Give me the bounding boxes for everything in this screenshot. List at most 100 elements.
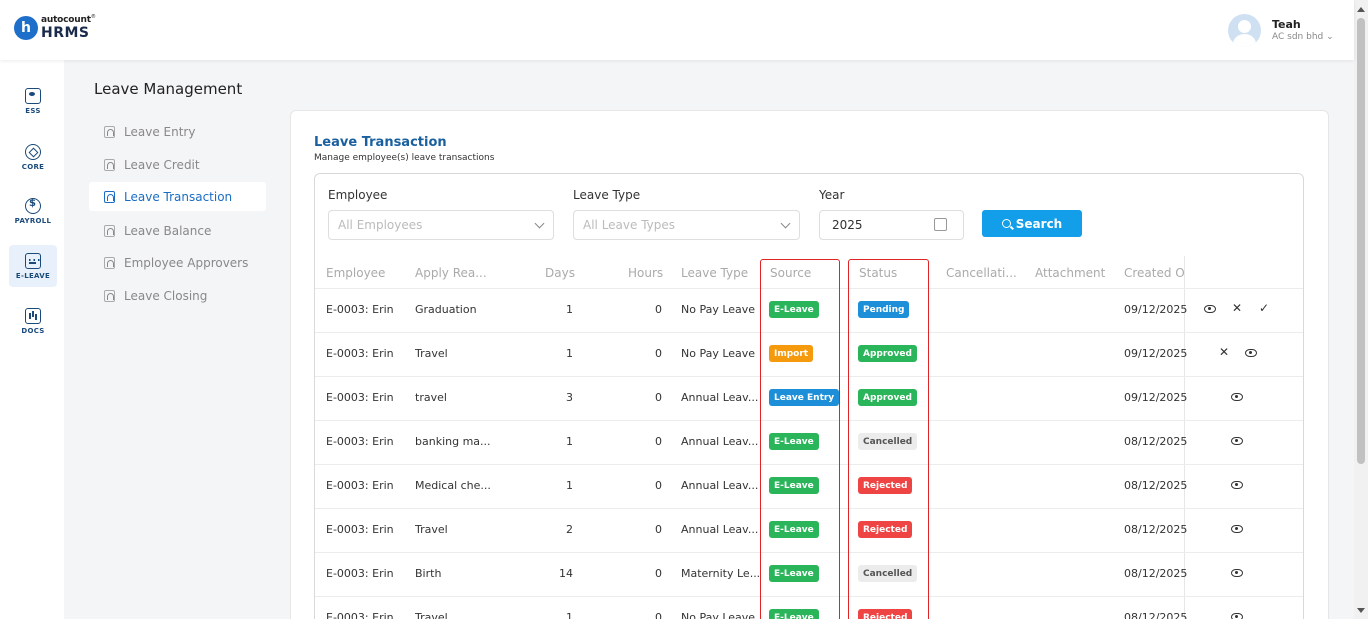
column-header-hours[interactable]: Hours: [628, 266, 664, 280]
user-name: Teah: [1272, 17, 1301, 31]
submenu-label: Leave Closing: [124, 288, 208, 303]
cell-created-on: 08/12/2025: [1124, 479, 1188, 492]
avatar[interactable]: [1228, 14, 1261, 47]
view-icon[interactable]: [1231, 393, 1243, 401]
view-icon[interactable]: [1231, 613, 1243, 619]
source-badge: Leave Entry: [769, 389, 840, 406]
source-badge: E-Leave: [769, 477, 819, 494]
scroll-down-arrow-icon[interactable]: [1357, 608, 1365, 613]
search-button-label: Search: [1015, 216, 1063, 231]
cell-created-on: 08/12/2025: [1124, 567, 1188, 580]
submenu-label: Leave Balance: [124, 223, 212, 238]
status-badge: Approved: [858, 345, 917, 362]
scroll-thumb[interactable]: [1357, 18, 1365, 464]
cell-apply-reason: travel: [415, 391, 447, 404]
submenu-item-leave-balance[interactable]: Leave Balance: [89, 216, 266, 245]
cell-created-on: 09/12/2025: [1124, 391, 1188, 404]
view-icon[interactable]: [1231, 481, 1243, 489]
cell-leave-type: Annual Leav...: [681, 523, 759, 536]
cancel-icon[interactable]: ✕: [1219, 345, 1230, 359]
cell-employee: E-0003: Erin: [326, 567, 394, 580]
rail-item-e-leave[interactable]: E-LEAVE: [9, 245, 57, 287]
source-badge: E-Leave: [769, 301, 819, 318]
rail-label: DOCS: [21, 326, 45, 335]
company-selector[interactable]: AC sdn bhd ⌄: [1272, 31, 1334, 42]
cell-created-on: 09/12/2025: [1124, 303, 1188, 316]
view-icon[interactable]: [1245, 349, 1257, 357]
view-icon[interactable]: [1204, 305, 1216, 313]
cell-created-on: 08/12/2025: [1124, 523, 1188, 536]
search-button[interactable]: Search: [982, 210, 1082, 237]
submenu-label: Leave Entry: [124, 124, 196, 139]
submenu-item-leave-credit[interactable]: Leave Credit: [89, 150, 266, 179]
row-divider: [315, 552, 1303, 553]
page-scrollbar[interactable]: [1354, 0, 1368, 619]
leave-transaction-icon: [104, 190, 115, 203]
source-badge: E-Leave: [769, 609, 819, 619]
column-header-created-on[interactable]: Created O: [1124, 266, 1184, 280]
cell-apply-reason: Medical che...: [415, 479, 491, 492]
view-icon[interactable]: [1231, 437, 1243, 445]
approve-icon[interactable]: ✓: [1259, 301, 1270, 315]
column-header-apply-reason[interactable]: Apply Rea...: [415, 266, 487, 280]
app-logo[interactable]: h autocount® HRMS: [14, 15, 96, 40]
view-icon[interactable]: [1231, 525, 1243, 533]
reject-icon[interactable]: ✕: [1232, 301, 1243, 315]
row-divider: [315, 420, 1303, 421]
cell-leave-type: Maternity Le...: [681, 567, 761, 580]
payroll-icon: [25, 197, 41, 214]
column-header-source[interactable]: Source: [770, 266, 812, 280]
cell-created-on: 08/12/2025: [1124, 435, 1188, 448]
cell-leave-type: Annual Leav...: [681, 435, 759, 448]
status-badge: Cancelled: [858, 565, 918, 582]
column-header-status[interactable]: Status: [859, 266, 898, 280]
cell-leave-type: Annual Leav...: [681, 391, 759, 404]
row-divider: [315, 596, 1303, 597]
calendar-icon[interactable]: [934, 218, 947, 231]
leave-type-select[interactable]: All Leave Types: [573, 210, 800, 240]
status-badge: Pending: [858, 301, 910, 318]
submenu-title: Leave Management: [94, 80, 243, 98]
cell-days: 1: [566, 347, 573, 360]
source-badge: Import: [769, 345, 814, 362]
top-bar: h autocount® HRMS Teah AC sdn bhd ⌄: [0, 0, 1354, 60]
cell-leave-type: No Pay Leave: [681, 303, 756, 316]
status-badge: Rejected: [858, 609, 913, 619]
core-icon: [25, 143, 41, 160]
rail-item-docs[interactable]: DOCS: [9, 300, 57, 342]
column-header-days[interactable]: Days: [545, 266, 575, 280]
column-header-attachment[interactable]: Attachment: [1035, 266, 1106, 280]
submenu-item-leave-transaction[interactable]: Leave Transaction: [89, 182, 266, 211]
column-header-cancellation[interactable]: Cancellati...: [946, 266, 1017, 280]
row-divider: [315, 464, 1303, 465]
cell-hours: 0: [655, 347, 662, 360]
logo-big-text: HRMS: [41, 25, 90, 41]
cell-employee: E-0003: Erin: [326, 479, 394, 492]
submenu-item-employee-approvers[interactable]: Employee Approvers: [89, 248, 266, 277]
column-header-leave-type[interactable]: Leave Type: [681, 266, 749, 280]
cell-employee: E-0003: Erin: [326, 391, 394, 404]
view-icon[interactable]: [1231, 569, 1243, 577]
column-header-employee[interactable]: Employee: [326, 266, 386, 280]
cell-days: 3: [566, 391, 573, 404]
leave-credit-icon: [104, 158, 115, 171]
ess-icon: [25, 87, 41, 104]
cell-hours: 0: [655, 435, 662, 448]
rail-item-core[interactable]: CORE: [9, 136, 57, 178]
leave-closing-icon: [104, 289, 115, 302]
rail-item-payroll[interactable]: PAYROLL: [9, 190, 57, 232]
row-divider: [315, 376, 1303, 377]
submenu-item-leave-entry[interactable]: Leave Entry: [89, 117, 266, 146]
scroll-up-arrow-icon[interactable]: [1357, 7, 1365, 12]
employee-approvers-icon: [104, 256, 115, 269]
status-badge: Cancelled: [858, 433, 918, 450]
year-input[interactable]: 2025: [819, 210, 964, 240]
source-badge: E-Leave: [769, 521, 819, 538]
submenu-item-leave-closing[interactable]: Leave Closing: [89, 281, 266, 310]
employee-select-placeholder: All Employees: [338, 218, 423, 232]
cell-created-on: 08/12/2025: [1124, 611, 1188, 619]
cell-hours: 0: [655, 611, 662, 619]
employee-select[interactable]: All Employees: [328, 210, 554, 240]
rail-item-ess[interactable]: ESS: [9, 80, 57, 122]
user-menu[interactable]: Teah AC sdn bhd ⌄: [1228, 14, 1334, 47]
